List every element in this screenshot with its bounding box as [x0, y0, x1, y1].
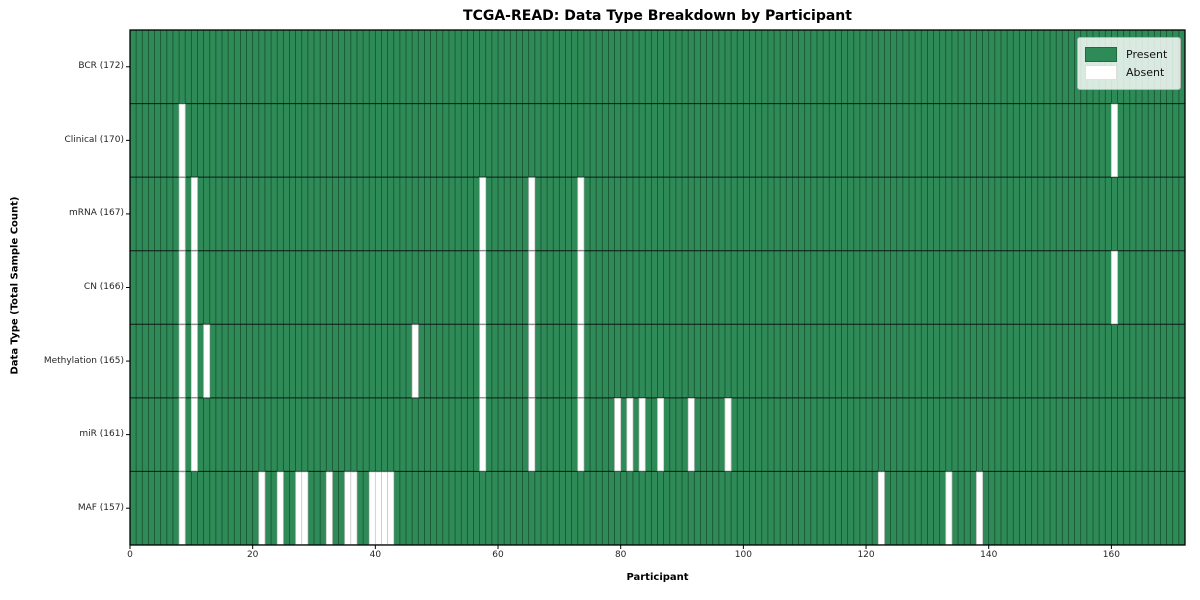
absent-cell-MAF-p133 — [945, 471, 953, 545]
absent-cell-CN-p65 — [528, 250, 536, 325]
y-tick-label-CN: CN (166) — [83, 282, 124, 292]
x-tick-label-80: 80 — [614, 550, 627, 560]
absent-cell-mRNA-p73 — [577, 177, 585, 251]
x-tick-label-160: 160 — [1102, 550, 1120, 560]
absent-cell-Methylation-p57 — [479, 324, 487, 398]
absent-cell-CN-p8 — [178, 250, 186, 325]
absent-cell-MAF-p36 — [350, 471, 358, 545]
absent-cell-mRNA-p10 — [190, 177, 198, 251]
absent-cell-MAF-p42 — [387, 471, 395, 545]
absent-cell-miR-p65 — [528, 397, 536, 472]
absent-cell-miR-p81 — [626, 397, 634, 472]
absent-cell-miR-p73 — [577, 397, 585, 472]
y-tick-label-BCR: BCR (172) — [78, 61, 124, 72]
x-tick-label-100: 100 — [734, 550, 752, 560]
y-tick-label-Methylation: Methylation (165) — [43, 355, 124, 366]
absent-cell-MAF-p27 — [295, 471, 303, 545]
y-tick-label-miR: miR (161) — [79, 429, 124, 440]
absent-cell-MAF-p28 — [301, 471, 309, 545]
absent-cell-miR-p57 — [479, 397, 487, 472]
absent-cell-Methylation-p73 — [577, 324, 585, 398]
x-tick-label-140: 140 — [980, 550, 998, 560]
x-tick-label-40: 40 — [369, 550, 382, 560]
absent-cell-Methylation-p8 — [178, 324, 186, 398]
y-tick-label-mRNA: mRNA (167) — [69, 208, 124, 219]
absent-cell-MAF-p21 — [258, 471, 266, 545]
absent-cell-MAF-p40 — [374, 471, 382, 545]
absent-cell-miR-p10 — [190, 397, 198, 472]
absent-cell-miR-p97 — [724, 397, 732, 472]
legend-item-present: Present — [1085, 47, 1172, 62]
absent-cell-MAF-p39 — [368, 471, 376, 545]
legend: Present Absent — [1077, 37, 1181, 90]
absent-cell-Methylation-p10 — [190, 324, 198, 398]
absent-cell-miR-p86 — [657, 397, 665, 472]
absent-cell-miR-p91 — [687, 397, 695, 472]
absent-cell-mRNA-p65 — [528, 177, 536, 251]
absent-cell-Clinical-p8 — [178, 103, 186, 178]
absent-cell-CN-p160 — [1111, 250, 1118, 325]
absent-cell-MAF-p35 — [344, 471, 352, 545]
chart-title: TCGA-READ: Data Type Breakdown by Partic… — [463, 8, 852, 24]
absent-cell-MAF-p8 — [178, 471, 186, 545]
y-tick-label-Clinical: Clinical (170) — [64, 134, 124, 145]
x-tick-label-120: 120 — [857, 550, 875, 560]
y-tick-label-MAF: MAF (157) — [77, 502, 124, 513]
x-tick-label-0: 0 — [127, 550, 133, 560]
absent-cell-CN-p57 — [479, 250, 487, 325]
absent-cell-Methylation-p65 — [528, 324, 536, 398]
absent-cell-mRNA-p8 — [178, 177, 186, 251]
x-axis-label: Participant — [626, 572, 689, 583]
absent-cell-miR-p83 — [638, 397, 646, 472]
legend-label-present: Present — [1126, 48, 1168, 61]
absent-cell-MAF-p41 — [381, 471, 389, 545]
absent-cell-CN-p73 — [577, 250, 585, 325]
absent-cell-mRNA-p57 — [479, 177, 487, 251]
absent-cell-miR-p8 — [178, 397, 186, 472]
x-tick-label-60: 60 — [492, 550, 504, 560]
absent-swatch-icon — [1085, 65, 1117, 80]
absent-cell-miR-p79 — [614, 397, 622, 472]
absent-cell-MAF-p122 — [877, 471, 885, 545]
absent-cell-MAF-p24 — [276, 471, 284, 545]
absent-cell-MAF-p138 — [976, 471, 983, 545]
legend-item-absent: Absent — [1085, 65, 1172, 80]
legend-label-absent: Absent — [1126, 66, 1165, 79]
absent-cell-CN-p10 — [190, 250, 198, 325]
absent-cell-MAF-p32 — [325, 471, 333, 545]
present-swatch-icon — [1085, 47, 1117, 62]
absent-cell-Methylation-p12 — [203, 324, 211, 398]
absent-cell-Clinical-p160 — [1111, 103, 1118, 178]
x-tick-label-20: 20 — [246, 550, 259, 560]
absent-cell-Methylation-p46 — [411, 324, 419, 398]
